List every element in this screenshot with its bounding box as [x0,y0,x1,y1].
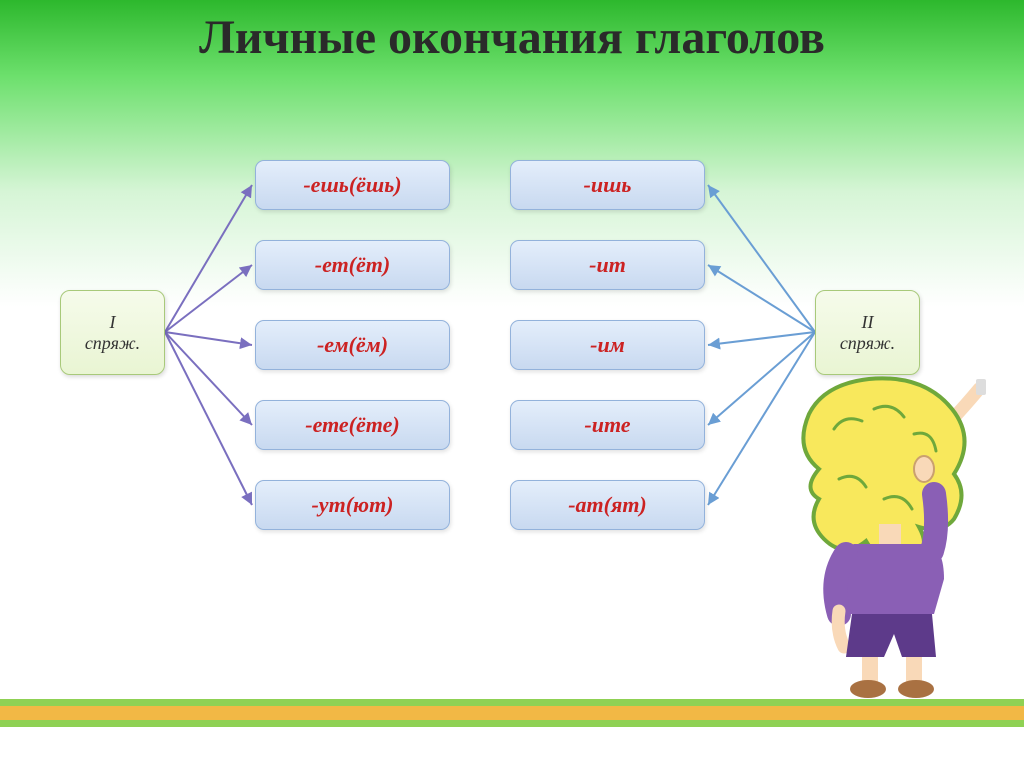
conj-2-line2: спряж. [840,333,895,354]
ending-c2-r4: -ите [510,400,705,450]
ending-c1-r5: -ут(ют) [255,480,450,530]
ending-c2-r5: -ат(ят) [510,480,705,530]
conj-1-line2: спряж. [85,333,140,354]
page-title: Личные окончания глаголов [0,0,1024,65]
ending-c1-r3: -ем(ём) [255,320,450,370]
character-illustration [784,359,1014,699]
conj-1-box: I спряж. [60,290,165,375]
ending-c2-r3: -им [510,320,705,370]
ending-c1-r1: -ешь(ёшь) [255,160,450,210]
ending-c2-r2: -ит [510,240,705,290]
conj-2-line1: II [862,312,874,333]
conj-1-line1: I [110,312,116,333]
footer-stripes [0,699,1024,727]
ending-c1-r4: -ете(ёте) [255,400,450,450]
ending-c1-r2: -ет(ёт) [255,240,450,290]
ending-c2-r1: -ишь [510,160,705,210]
